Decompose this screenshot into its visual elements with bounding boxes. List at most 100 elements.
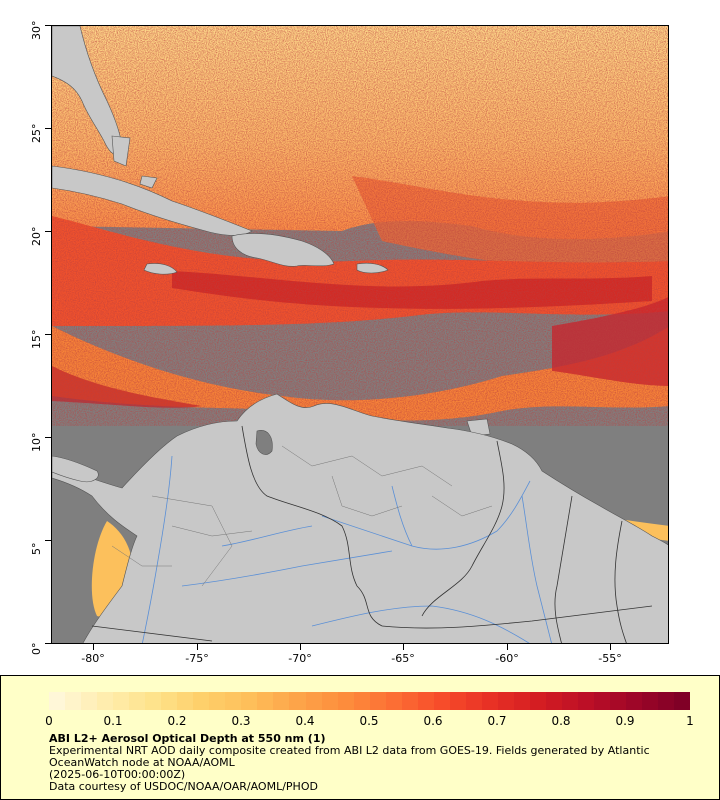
colorbar-tick-label: 0.6	[423, 714, 443, 728]
lon-tick	[403, 644, 404, 650]
river-guaviare	[181, 550, 393, 587]
lat-label: 20°	[30, 226, 43, 247]
border-venezuela-guyana	[421, 440, 505, 617]
colorbar-segment	[257, 692, 274, 710]
colorbar-segment	[658, 692, 675, 710]
colorbar-segment	[674, 692, 691, 710]
colorbar-segment	[513, 692, 530, 710]
lon-label: -65°	[391, 652, 415, 665]
colorbar-segment	[161, 692, 178, 710]
land-hispaniola	[231, 233, 335, 267]
colorbar-segment	[321, 692, 338, 710]
lat-tick	[45, 128, 51, 129]
colorbar-segment	[129, 692, 146, 710]
aod-noise-texture	[52, 26, 668, 426]
colorbar-segment	[642, 692, 659, 710]
lat-label: 25°	[30, 123, 43, 144]
legend-title: ABI L2+ Aerosol Optical Depth at 550 nm …	[49, 732, 326, 745]
colorbar-tick-label: 0.2	[167, 714, 187, 728]
colorbar-segment	[465, 692, 482, 710]
colorbar-segment	[193, 692, 210, 710]
lat-tick	[45, 437, 51, 438]
legend-panel: 0 0.1 0.2 0.3 0.4 0.5 0.6 0.7 0.8 0.9 1 …	[0, 675, 720, 800]
lon-tick	[197, 644, 198, 650]
border-guyana-suriname	[554, 495, 573, 643]
lon-tick	[300, 644, 301, 650]
colorbar-segment	[417, 692, 434, 710]
land-puerto-rico	[356, 262, 389, 274]
lon-tick	[93, 644, 94, 650]
lat-tick	[45, 25, 51, 26]
colorbar-segment	[626, 692, 643, 710]
lon-label: -60°	[495, 652, 519, 665]
river-essequibo	[521, 495, 552, 643]
colorbar-segment	[578, 692, 595, 710]
colorbar-segment	[401, 692, 418, 710]
colorbar	[49, 692, 691, 710]
lon-tick	[610, 644, 611, 650]
colorbar-segment	[225, 692, 242, 710]
lat-label: 10°	[30, 432, 43, 453]
colorbar-segment	[305, 692, 322, 710]
land-lake-maracaibo	[255, 430, 273, 455]
colorbar-segment	[449, 692, 466, 710]
lon-label: -55°	[598, 652, 622, 665]
land-trinidad	[466, 418, 491, 437]
map-canvas	[52, 26, 668, 643]
colorbar-segment	[289, 692, 306, 710]
colorbar-tick-label: 0	[45, 714, 53, 728]
lat-tick	[45, 231, 51, 232]
border-colombia-ecuador-peru	[91, 625, 213, 642]
colorbar-segment	[497, 692, 514, 710]
lat-tick	[45, 334, 51, 335]
aod-map[interactable]	[51, 25, 669, 644]
colorbar-segment	[177, 692, 194, 710]
lon-tick	[507, 644, 508, 650]
colorbar-tick-label: 0.3	[231, 714, 251, 728]
land-south-america	[52, 393, 668, 643]
colorbar-segment	[81, 692, 98, 710]
border-brazil	[381, 605, 653, 629]
lat-tick	[45, 540, 51, 541]
land-jamaica	[143, 263, 178, 275]
border-colombia-venezuela	[241, 425, 383, 627]
legend-text: ABI L2+ Aerosol Optical Depth at 550 nm …	[49, 733, 699, 793]
colorbar-segment	[65, 692, 82, 710]
lon-label: -70°	[288, 652, 312, 665]
colorbar-segment	[610, 692, 627, 710]
land-central-america	[52, 455, 99, 483]
lat-label: 30°	[30, 20, 43, 41]
colorbar-segment	[209, 692, 226, 710]
colorbar-segment	[529, 692, 546, 710]
colorbar-tick-label: 0.7	[487, 714, 507, 728]
colorbar-tick-label: 0.1	[103, 714, 123, 728]
colorbar-tick-label: 0.4	[295, 714, 315, 728]
border-suriname-guiana	[614, 520, 627, 643]
river-negro	[311, 605, 530, 643]
land-bahamas-2	[139, 175, 158, 189]
legend-description: Experimental NRT AOD daily composite cre…	[49, 744, 650, 769]
colorbar-segment	[481, 692, 498, 710]
colorbar-segment	[241, 692, 258, 710]
colorbar-tick-label: 0.8	[551, 714, 571, 728]
colorbar-segment	[562, 692, 579, 710]
colorbar-segment	[369, 692, 386, 710]
colorbar-tick-label: 1	[686, 714, 694, 728]
legend-date: (2025-06-10T00:00:00Z)	[49, 768, 186, 781]
rivers	[142, 455, 552, 643]
colorbar-segment	[113, 692, 130, 710]
river-caura	[391, 485, 413, 547]
lat-label: 0°	[30, 642, 43, 656]
colorbar-tick-label: 0.5	[359, 714, 379, 728]
colorbar-segment	[545, 692, 562, 710]
colorbar-segment	[49, 692, 66, 710]
colorbar-segment	[594, 692, 611, 710]
lat-label: 5°	[30, 542, 43, 556]
lat-tick	[45, 643, 51, 644]
admin-lines	[111, 445, 493, 587]
aod-field	[52, 26, 668, 617]
land-bahamas-1	[111, 135, 131, 167]
colorbar-segment	[353, 692, 370, 710]
colorbar-tick-label: 0.9	[615, 714, 635, 728]
colorbar-segment	[145, 692, 162, 710]
